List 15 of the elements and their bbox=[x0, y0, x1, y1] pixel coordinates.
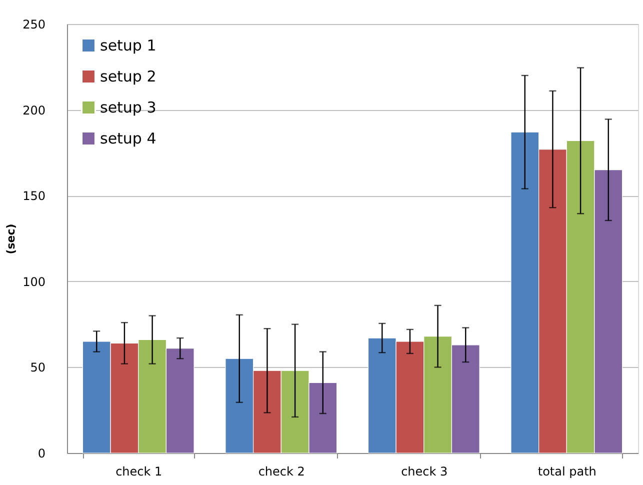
y-tick-label: 150 bbox=[22, 189, 46, 204]
x-tick-label: total path bbox=[538, 464, 596, 478]
legend-label: setup 1 bbox=[100, 36, 156, 54]
y-axis-title: (sec) bbox=[4, 224, 18, 254]
y-tick-label: 250 bbox=[22, 18, 46, 32]
x-tick-label: check 1 bbox=[116, 464, 162, 478]
legend-label: setup 2 bbox=[100, 68, 156, 86]
legend-label: setup 3 bbox=[100, 98, 156, 116]
y-tick-label: 100 bbox=[22, 274, 46, 289]
y-tick-label: 200 bbox=[22, 103, 46, 118]
x-tick-label: check 3 bbox=[401, 464, 448, 478]
x-tick-label: check 2 bbox=[258, 464, 305, 478]
legend-label: setup 4 bbox=[100, 130, 156, 148]
y-tick-label: 0 bbox=[38, 446, 46, 460]
y-tick-label: 50 bbox=[30, 360, 46, 375]
